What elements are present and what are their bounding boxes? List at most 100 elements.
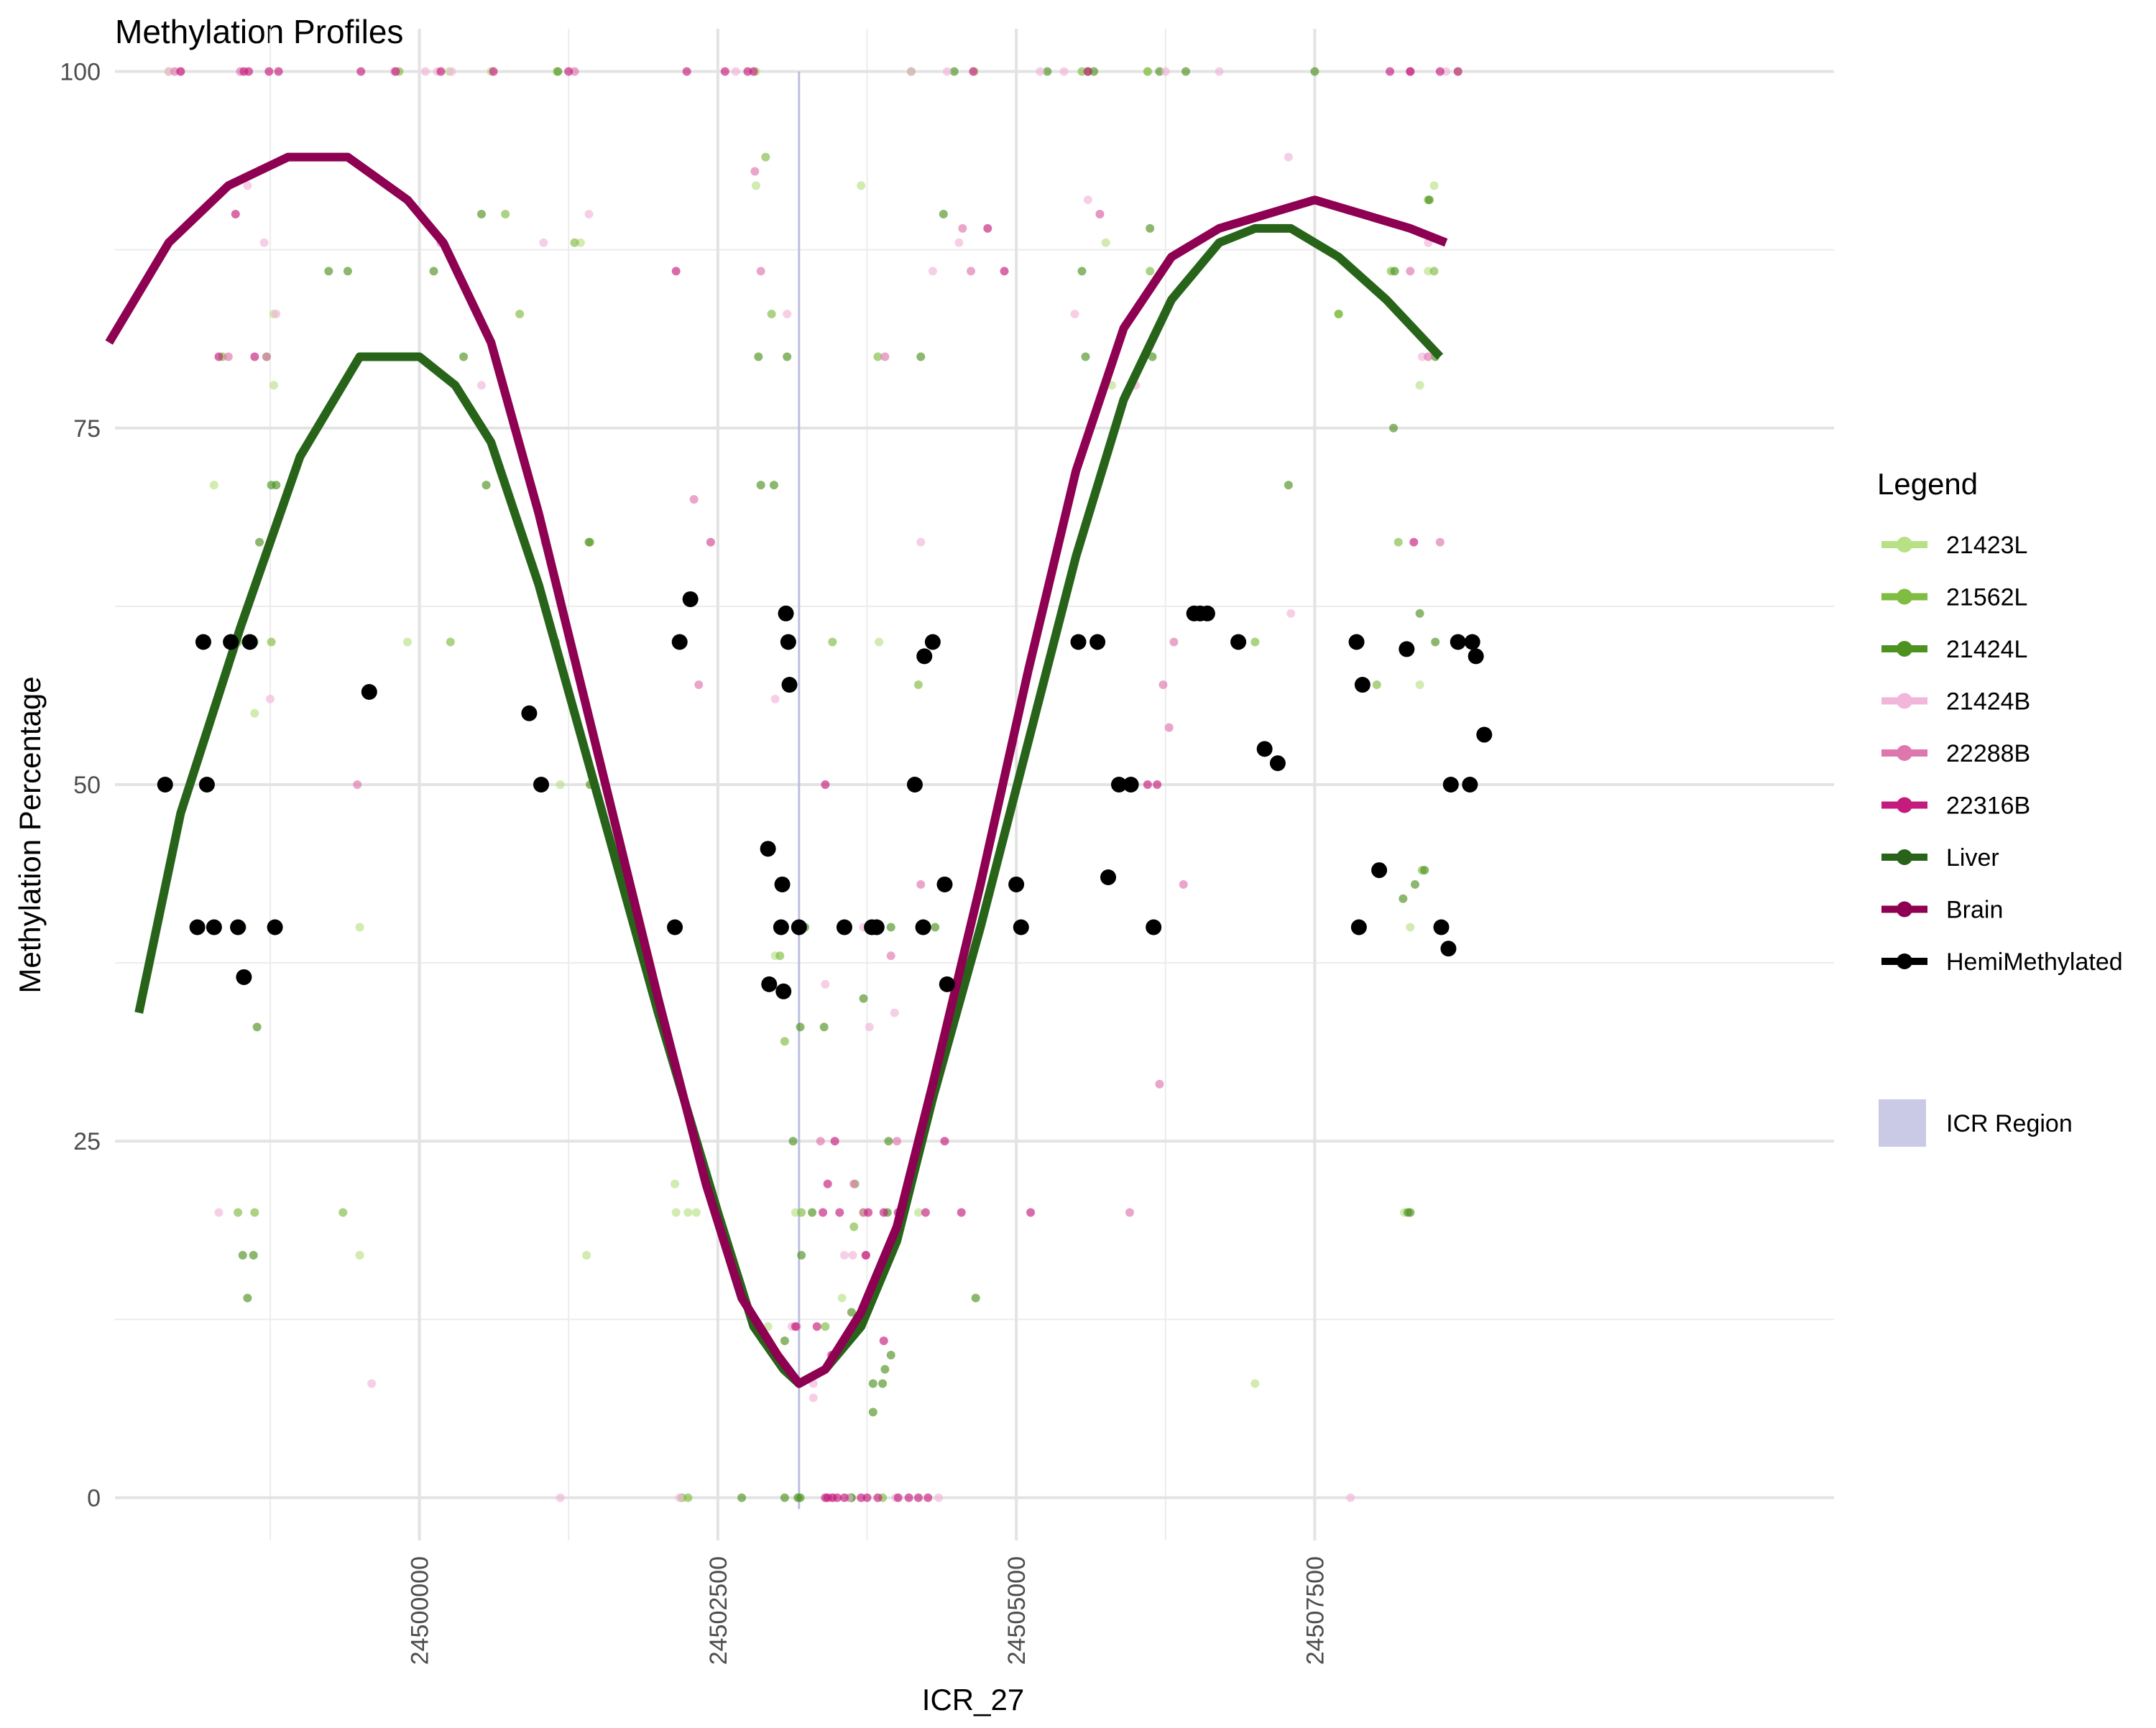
sample-22316b-point	[823, 1179, 832, 1188]
hemimethylated-point	[778, 605, 794, 622]
sample-21423l-point	[671, 1208, 681, 1217]
sample-21424b-point	[164, 67, 173, 76]
hemimethylated-point	[936, 876, 953, 892]
sample-21562l-point	[767, 309, 776, 318]
hemimethylated-point	[241, 634, 258, 650]
sample-21424l-point	[1431, 637, 1440, 647]
sample-21424l-point	[1399, 894, 1408, 903]
sample-21423l-point	[875, 637, 884, 647]
hemimethylated-point	[1013, 919, 1029, 935]
sample-21424b-point	[821, 979, 830, 989]
sample-21423l-point	[556, 780, 565, 789]
legend-label: HemiMethylated	[1946, 948, 2123, 976]
hemimethylated-point	[267, 919, 283, 935]
sample-22288b-point	[849, 1179, 859, 1188]
legend-label: 21424B	[1946, 688, 2030, 716]
sample-21562l-point	[683, 1493, 693, 1502]
sample-21562l-point	[1077, 67, 1087, 76]
sample-21562l-point	[1250, 637, 1260, 647]
legend-label: 21424L	[1946, 636, 2027, 663]
sample-21423l-point	[355, 1251, 364, 1260]
hemimethylated-point	[521, 705, 538, 721]
sample-21424l-point	[1415, 609, 1424, 618]
sample-22316b-point	[1153, 780, 1162, 789]
legend-key-point	[1897, 745, 1912, 761]
x-axis-title: ICR_27	[922, 1683, 1024, 1717]
hemimethylated-point	[533, 777, 550, 793]
sample-21424l-point	[243, 1293, 252, 1303]
hemimethylated-point	[939, 976, 955, 992]
sample-21424b-point	[259, 238, 269, 247]
sample-21424l-point	[482, 481, 491, 490]
hemimethylated-point	[1399, 641, 1415, 657]
sample-22288b-point	[1406, 267, 1415, 276]
sample-21424l-point	[254, 537, 264, 547]
sample-22288b-point	[886, 951, 895, 961]
sample-22316b-point	[244, 67, 254, 76]
x-tick-label: 24502500	[705, 1556, 732, 1665]
sample-22316b-point	[1406, 67, 1415, 76]
sample-21424l-point	[1146, 223, 1155, 233]
sample-21424b-point	[916, 537, 926, 547]
sample-21424l-point	[1043, 67, 1052, 76]
sample-21423l-point	[1429, 181, 1439, 190]
sample-22288b-point	[756, 267, 765, 276]
y-tick-label: 25	[73, 1128, 101, 1155]
sample-21562l-point	[1429, 267, 1439, 276]
sample-22316b-point	[1409, 537, 1419, 547]
sample-22316b-point	[1435, 67, 1445, 76]
sample-22288b-point	[1164, 723, 1174, 732]
sample-21424l-point	[1310, 67, 1319, 76]
sample-21424l-point	[737, 1493, 747, 1502]
sample-22316b-point	[832, 1493, 842, 1502]
sample-21424b-point	[243, 181, 252, 190]
sample-22316b-point	[921, 1208, 930, 1217]
sample-21424l-point	[343, 267, 352, 276]
hemimethylated-point	[1123, 777, 1139, 793]
sample-22316b-point	[861, 1251, 870, 1260]
sample-21424l-point	[788, 1137, 798, 1146]
hemimethylated-point	[775, 983, 792, 999]
sample-21562l-point	[849, 1222, 859, 1232]
sample-21424l-point	[868, 1408, 877, 1417]
sample-21424b-point	[954, 238, 964, 247]
sample-22316b-point	[250, 352, 259, 361]
sample-21423l-point	[355, 923, 364, 932]
sample-21424l-point	[584, 537, 594, 547]
sample-21424l-point	[797, 1251, 806, 1260]
sample-22316b-point	[830, 1137, 839, 1146]
sample-22316b-point	[749, 67, 758, 76]
hemimethylated-point	[1348, 634, 1365, 650]
y-tick-label: 0	[87, 1484, 101, 1512]
legend-key-point	[1897, 588, 1912, 605]
sample-21562l-point	[515, 309, 525, 318]
sample-21424b-point	[808, 1393, 818, 1403]
legend-key-point	[1897, 693, 1912, 709]
sample-22288b-point	[1155, 1079, 1164, 1089]
sample-22316b-point	[812, 1322, 821, 1331]
hemimethylated-point	[1433, 919, 1450, 935]
sample-21424l-point	[780, 1493, 789, 1502]
sample-21423l-point	[250, 708, 259, 718]
sample-22316b-point	[879, 1336, 888, 1346]
sample-22316b-point	[862, 1493, 872, 1502]
sample-22288b-point	[1125, 1208, 1134, 1217]
hemimethylated-point	[924, 634, 941, 650]
sample-21423l-point	[402, 637, 412, 647]
hemimethylated-point	[1008, 876, 1025, 892]
sample-21424l-point	[939, 210, 948, 219]
sample-21424b-point	[539, 238, 548, 247]
sample-22316b-point	[436, 67, 446, 76]
hemimethylated-point	[1354, 677, 1370, 693]
sample-22316b-point	[821, 780, 830, 789]
sample-22316b-point	[1143, 780, 1152, 789]
sample-22316b-point	[671, 267, 681, 276]
sample-21424l-point	[886, 1350, 895, 1359]
sample-21424b-point	[1284, 152, 1293, 162]
hemimethylated-point	[1110, 777, 1127, 793]
sample-21424b-point	[1215, 67, 1224, 76]
sample-22288b-point	[1424, 352, 1433, 361]
sample-21424b-point	[420, 67, 430, 76]
sample-21423l-point	[1424, 267, 1433, 276]
